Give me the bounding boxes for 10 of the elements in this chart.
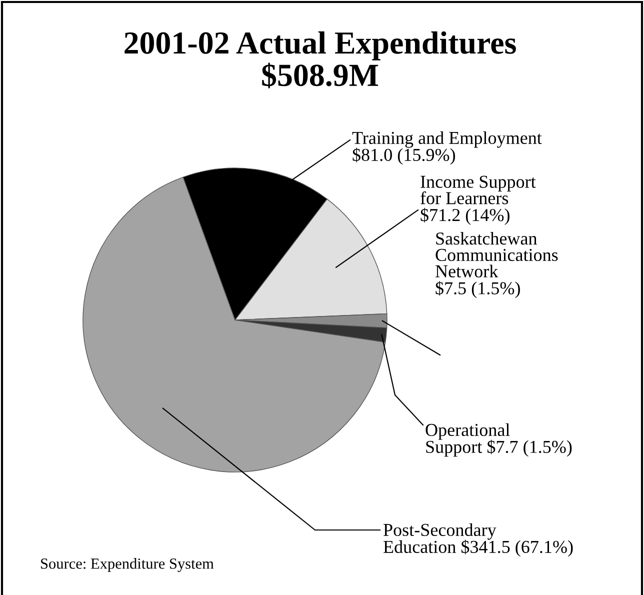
slice-label: Training and Employment [352, 131, 542, 148]
data-label: $71.2 (14%) [420, 208, 510, 225]
data-label: $7.5 (1.5%) [436, 281, 520, 298]
source-note: Source: Expenditure System [41, 558, 214, 572]
slice-label: Operational Support $7.7 (1.5%) [426, 423, 572, 457]
slice-label: Income Support for Learners [420, 176, 536, 204]
data-label: $81.0 (15.9%) [352, 148, 456, 165]
slice-label: Saskatchewan Communications Network [436, 232, 558, 278]
slice-label: Post-Secondary Education $341.5 (67.1%) [384, 523, 573, 557]
chart-title: 2001-02 Actual Expenditures $508.9M [124, 31, 516, 88]
